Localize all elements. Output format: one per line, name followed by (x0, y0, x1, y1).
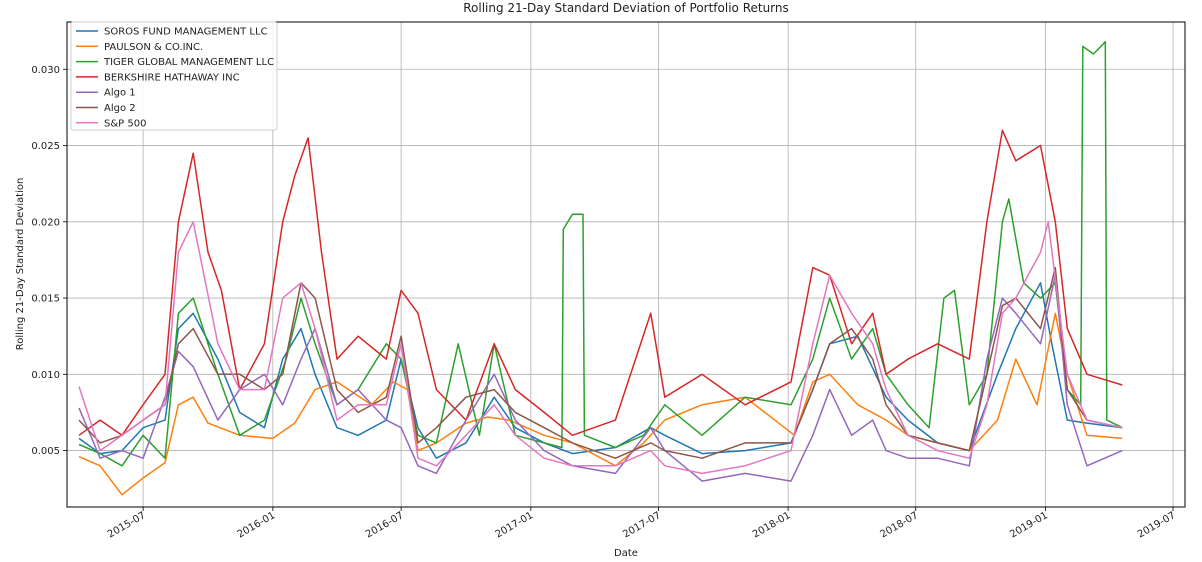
y-tick-label: 0.015 (31, 294, 60, 305)
y-tick-label: 0.020 (31, 217, 60, 228)
legend-label: BERKSHIRE HATHAWAY INC (104, 72, 240, 83)
y-tick-label: 0.025 (31, 141, 60, 152)
y-tick-label: 0.005 (31, 446, 60, 457)
chart-title: Rolling 21-Day Standard Deviation of Por… (463, 1, 789, 15)
legend-label: TIGER GLOBAL MANAGEMENT LLC (103, 57, 274, 68)
legend: SOROS FUND MANAGEMENT LLC PAULSON & CO.IN… (70, 21, 278, 131)
x-axis-label: Date (614, 548, 638, 559)
series-line-6 (78, 221, 1123, 475)
y-tick-label: 0.010 (31, 370, 60, 381)
series-line-2 (78, 41, 1123, 467)
plot-frame (66, 21, 1186, 508)
series-layer (78, 41, 1123, 496)
legend-label: PAULSON & CO.INC. (104, 42, 203, 53)
y-axis-label: Rolling 21-Day Standard Deviation (15, 178, 26, 351)
legend-box (70, 21, 278, 131)
legend-label: Algo 1 (104, 88, 136, 99)
series-line-3 (78, 129, 1123, 437)
y-tick-label: 0.030 (31, 65, 60, 76)
legend-label: S&P 500 (104, 118, 146, 129)
legend-label: SOROS FUND MANAGEMENT LLC (104, 27, 268, 38)
y-axis-ticks: 0.005 0.010 0.015 0.020 0.025 0.030 (31, 65, 67, 457)
legend-label: Algo 2 (104, 103, 136, 114)
series-line-5 (78, 266, 1123, 459)
